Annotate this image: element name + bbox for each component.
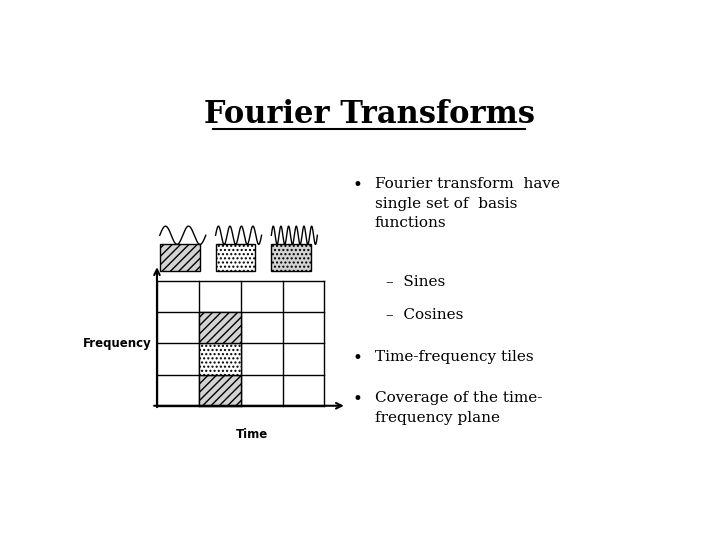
Text: Time: Time <box>235 428 268 441</box>
Text: –  Sines: – Sines <box>386 275 445 289</box>
Bar <box>215 244 256 271</box>
Bar <box>271 244 311 271</box>
Text: –  Cosines: – Cosines <box>386 308 463 322</box>
Text: Frequency: Frequency <box>83 337 151 350</box>
Text: Fourier transform  have
single set of  basis
functions: Fourier transform have single set of bas… <box>374 177 559 230</box>
Bar <box>199 343 240 375</box>
Text: •: • <box>352 177 362 194</box>
Text: Coverage of the time-
frequency plane: Coverage of the time- frequency plane <box>374 391 542 424</box>
Text: Time-frequency tiles: Time-frequency tiles <box>374 349 534 363</box>
Bar <box>199 375 240 406</box>
Bar <box>160 244 199 271</box>
Text: Fourier Transforms: Fourier Transforms <box>204 99 534 130</box>
Text: •: • <box>352 349 362 367</box>
Text: •: • <box>352 391 362 408</box>
Bar <box>199 312 240 343</box>
